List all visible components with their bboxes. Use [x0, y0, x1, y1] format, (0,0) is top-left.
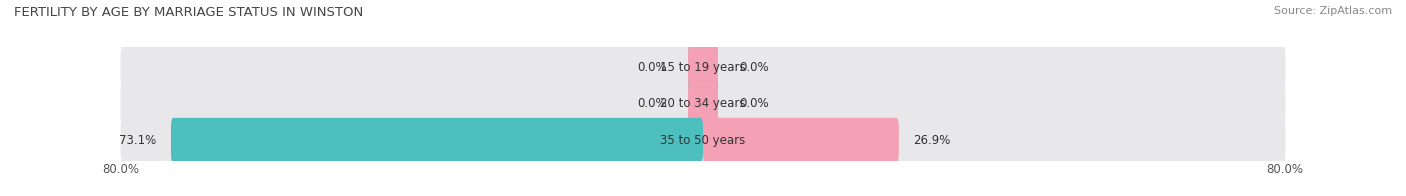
FancyBboxPatch shape — [703, 118, 898, 163]
FancyBboxPatch shape — [172, 118, 703, 163]
FancyBboxPatch shape — [121, 44, 703, 90]
Text: 35 to 50 years: 35 to 50 years — [661, 134, 745, 147]
FancyBboxPatch shape — [121, 44, 1285, 90]
FancyBboxPatch shape — [121, 118, 1285, 163]
Text: 15 to 19 years: 15 to 19 years — [661, 61, 745, 74]
Text: 26.9%: 26.9% — [914, 134, 950, 147]
Text: 0.0%: 0.0% — [637, 61, 666, 74]
FancyBboxPatch shape — [121, 118, 703, 163]
Text: Source: ZipAtlas.com: Source: ZipAtlas.com — [1274, 6, 1392, 16]
FancyBboxPatch shape — [688, 81, 718, 127]
FancyBboxPatch shape — [121, 81, 703, 127]
FancyBboxPatch shape — [688, 44, 718, 90]
Text: 20 to 34 years: 20 to 34 years — [661, 97, 745, 110]
Text: FERTILITY BY AGE BY MARRIAGE STATUS IN WINSTON: FERTILITY BY AGE BY MARRIAGE STATUS IN W… — [14, 6, 363, 19]
FancyBboxPatch shape — [703, 44, 1285, 90]
FancyBboxPatch shape — [688, 81, 718, 127]
Text: 0.0%: 0.0% — [740, 61, 769, 74]
FancyBboxPatch shape — [703, 81, 1285, 127]
Text: 73.1%: 73.1% — [120, 134, 156, 147]
FancyBboxPatch shape — [688, 44, 718, 90]
Text: 0.0%: 0.0% — [740, 97, 769, 110]
FancyBboxPatch shape — [703, 118, 1285, 163]
FancyBboxPatch shape — [121, 81, 1285, 127]
Text: 0.0%: 0.0% — [637, 97, 666, 110]
